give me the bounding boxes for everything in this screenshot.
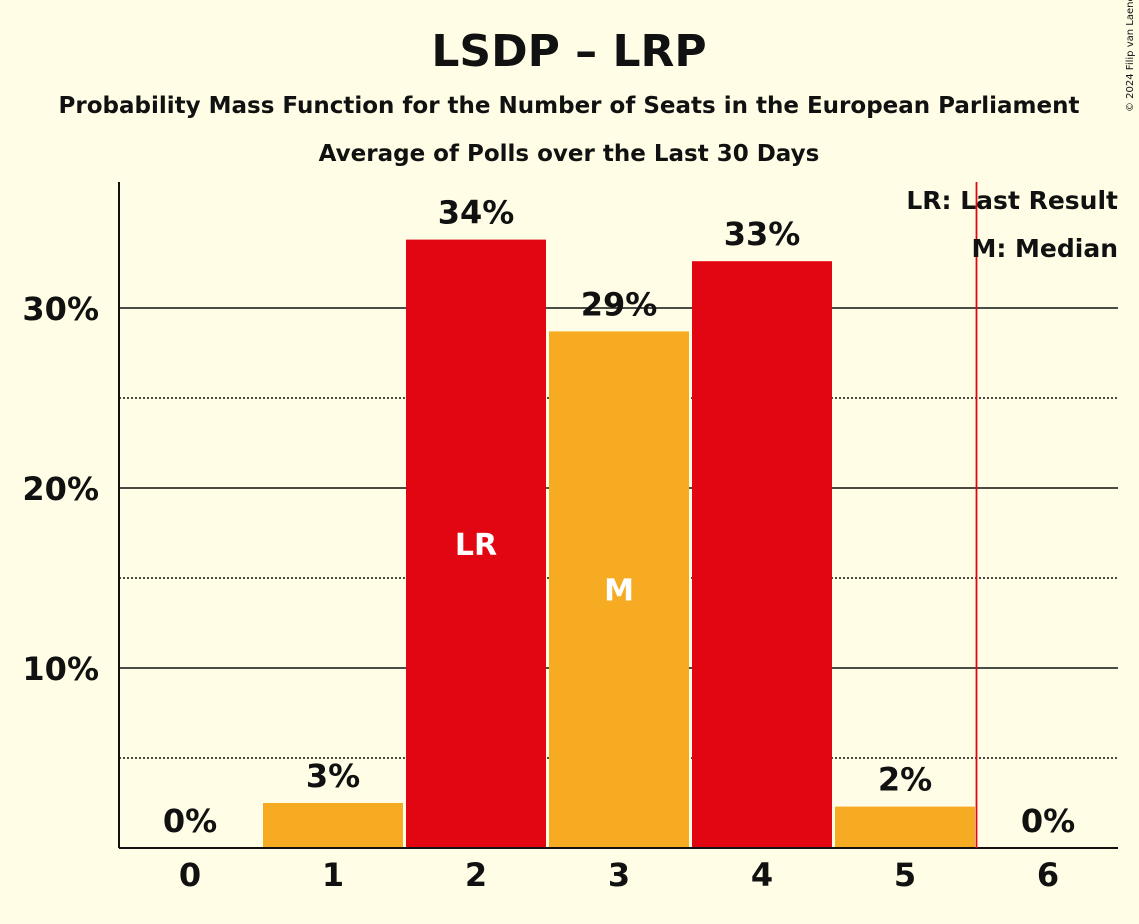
x-tick-label: 5 <box>894 856 916 894</box>
axes: 10% 20% 30% 0 1 2 3 4 5 6 <box>22 182 1118 894</box>
bar-4 <box>692 261 832 848</box>
y-tick-label: 10% <box>22 650 99 688</box>
data-labels: 0% 3% 34% LR 29% M 33% 2% 0% <box>163 194 1075 840</box>
y-tick-label: 20% <box>22 470 99 508</box>
bars <box>263 239 975 849</box>
y-tick-label: 30% <box>22 290 99 328</box>
bar-2 <box>406 239 546 849</box>
data-label-5: 2% <box>878 761 932 799</box>
bar-5 <box>835 806 975 848</box>
x-tick-label: 2 <box>465 856 487 894</box>
chart-subtitle: Probability Mass Function for the Number… <box>59 93 1080 119</box>
x-tick-label: 6 <box>1037 856 1059 894</box>
x-tick-label: 1 <box>322 856 344 894</box>
data-label-0: 0% <box>163 802 217 840</box>
legend-median: M: Median <box>971 234 1118 263</box>
legend-last-result: LR: Last Result <box>906 186 1118 215</box>
chart-title: LSDP – LRP <box>431 26 706 77</box>
copyright-credit: © 2024 Filip van Laenen <box>1125 0 1136 112</box>
x-tick-label: 4 <box>751 856 773 894</box>
bar-3 <box>549 331 689 848</box>
data-label-1: 3% <box>306 757 360 795</box>
x-tick-label: 0 <box>179 856 201 894</box>
bar-1 <box>263 803 403 848</box>
bar-marker-lr: LR <box>455 528 497 563</box>
x-tick-label: 3 <box>608 856 630 894</box>
chart-subtitle-period: Average of Polls over the Last 30 Days <box>319 141 820 167</box>
data-label-4: 33% <box>724 215 801 253</box>
data-label-6: 0% <box>1021 802 1075 840</box>
data-label-2: 34% <box>438 194 515 232</box>
bar-marker-m: M <box>604 574 634 609</box>
data-label-3: 29% <box>581 285 658 323</box>
